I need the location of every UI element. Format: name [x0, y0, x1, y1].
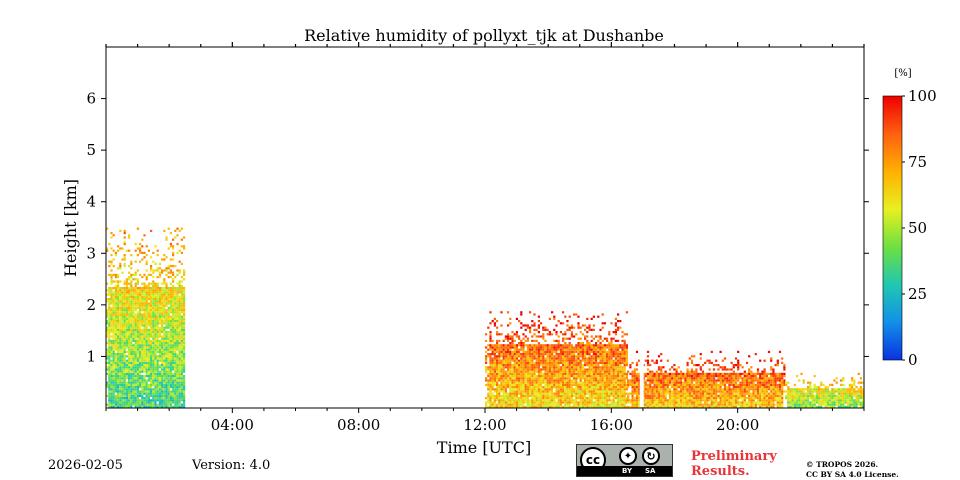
- y-tick-label: 4: [86, 193, 96, 211]
- cc-by-label: BY: [622, 467, 633, 475]
- preliminary-results-note: Preliminary Results.: [691, 449, 777, 479]
- preliminary-line-2: Results.: [691, 464, 750, 479]
- y-axis-label: Height [km]: [61, 179, 80, 277]
- x-axis-label: Time [UTC]: [437, 438, 531, 457]
- preliminary-line-1: Preliminary: [691, 449, 777, 464]
- colorbar-ticks: 0 25 50 75 100: [902, 87, 937, 369]
- heatmap-segment: [485, 311, 628, 408]
- colorbar-unit-label: [%]: [894, 68, 911, 79]
- colorbar-tick-label: 0: [908, 351, 918, 369]
- chart-title: Relative humidity of pollyxt_tjk at Dush…: [304, 26, 664, 45]
- cc-sa-label: SA: [645, 467, 656, 475]
- colorbar-tick-label: 100: [908, 87, 937, 105]
- x-tick-label: 12:00: [463, 416, 506, 434]
- x-tick-label: 20:00: [716, 416, 759, 434]
- heatmap-segment: [106, 227, 186, 408]
- heatmap-segment: [627, 350, 786, 408]
- share-alike-icon: ↻: [642, 447, 660, 465]
- axis-ticks: 04:00 08:00 12:00 16:00 20:00 1 2 3 4 5 6: [86, 42, 869, 434]
- y-tick-label: 3: [86, 244, 96, 262]
- heatmap-segment: [785, 372, 865, 408]
- version-label: Version: 4.0: [192, 458, 271, 473]
- attribution-icon: ✦: [619, 447, 637, 465]
- copyright-note: © TROPOS 2026. CC BY SA 4.0 License.: [806, 460, 899, 480]
- date-label: 2026-02-05: [48, 458, 123, 473]
- cc-license-badge: cc ✦ ↻ BY SA: [576, 444, 673, 477]
- y-tick-label: 2: [86, 296, 96, 314]
- copyright-line-2: CC BY SA 4.0 License.: [806, 470, 899, 479]
- x-tick-label: 08:00: [337, 416, 380, 434]
- colorbar-tick-label: 75: [908, 153, 927, 171]
- colorbar-tick-label: 25: [908, 285, 927, 303]
- x-tick-label: 16:00: [590, 416, 633, 434]
- x-tick-label: 04:00: [211, 416, 254, 434]
- copyright-line-1: © TROPOS 2026.: [806, 460, 879, 469]
- colorbar: [882, 95, 903, 361]
- heatmap-layer: [106, 48, 865, 408]
- y-tick-label: 1: [86, 347, 96, 365]
- y-tick-label: 6: [86, 90, 96, 108]
- y-tick-label: 5: [86, 141, 96, 159]
- plot-frame: [105, 46, 865, 409]
- data-gap: [639, 48, 644, 407]
- cc-badge-strip: [577, 466, 672, 476]
- colorbar-tick-label: 50: [908, 219, 927, 237]
